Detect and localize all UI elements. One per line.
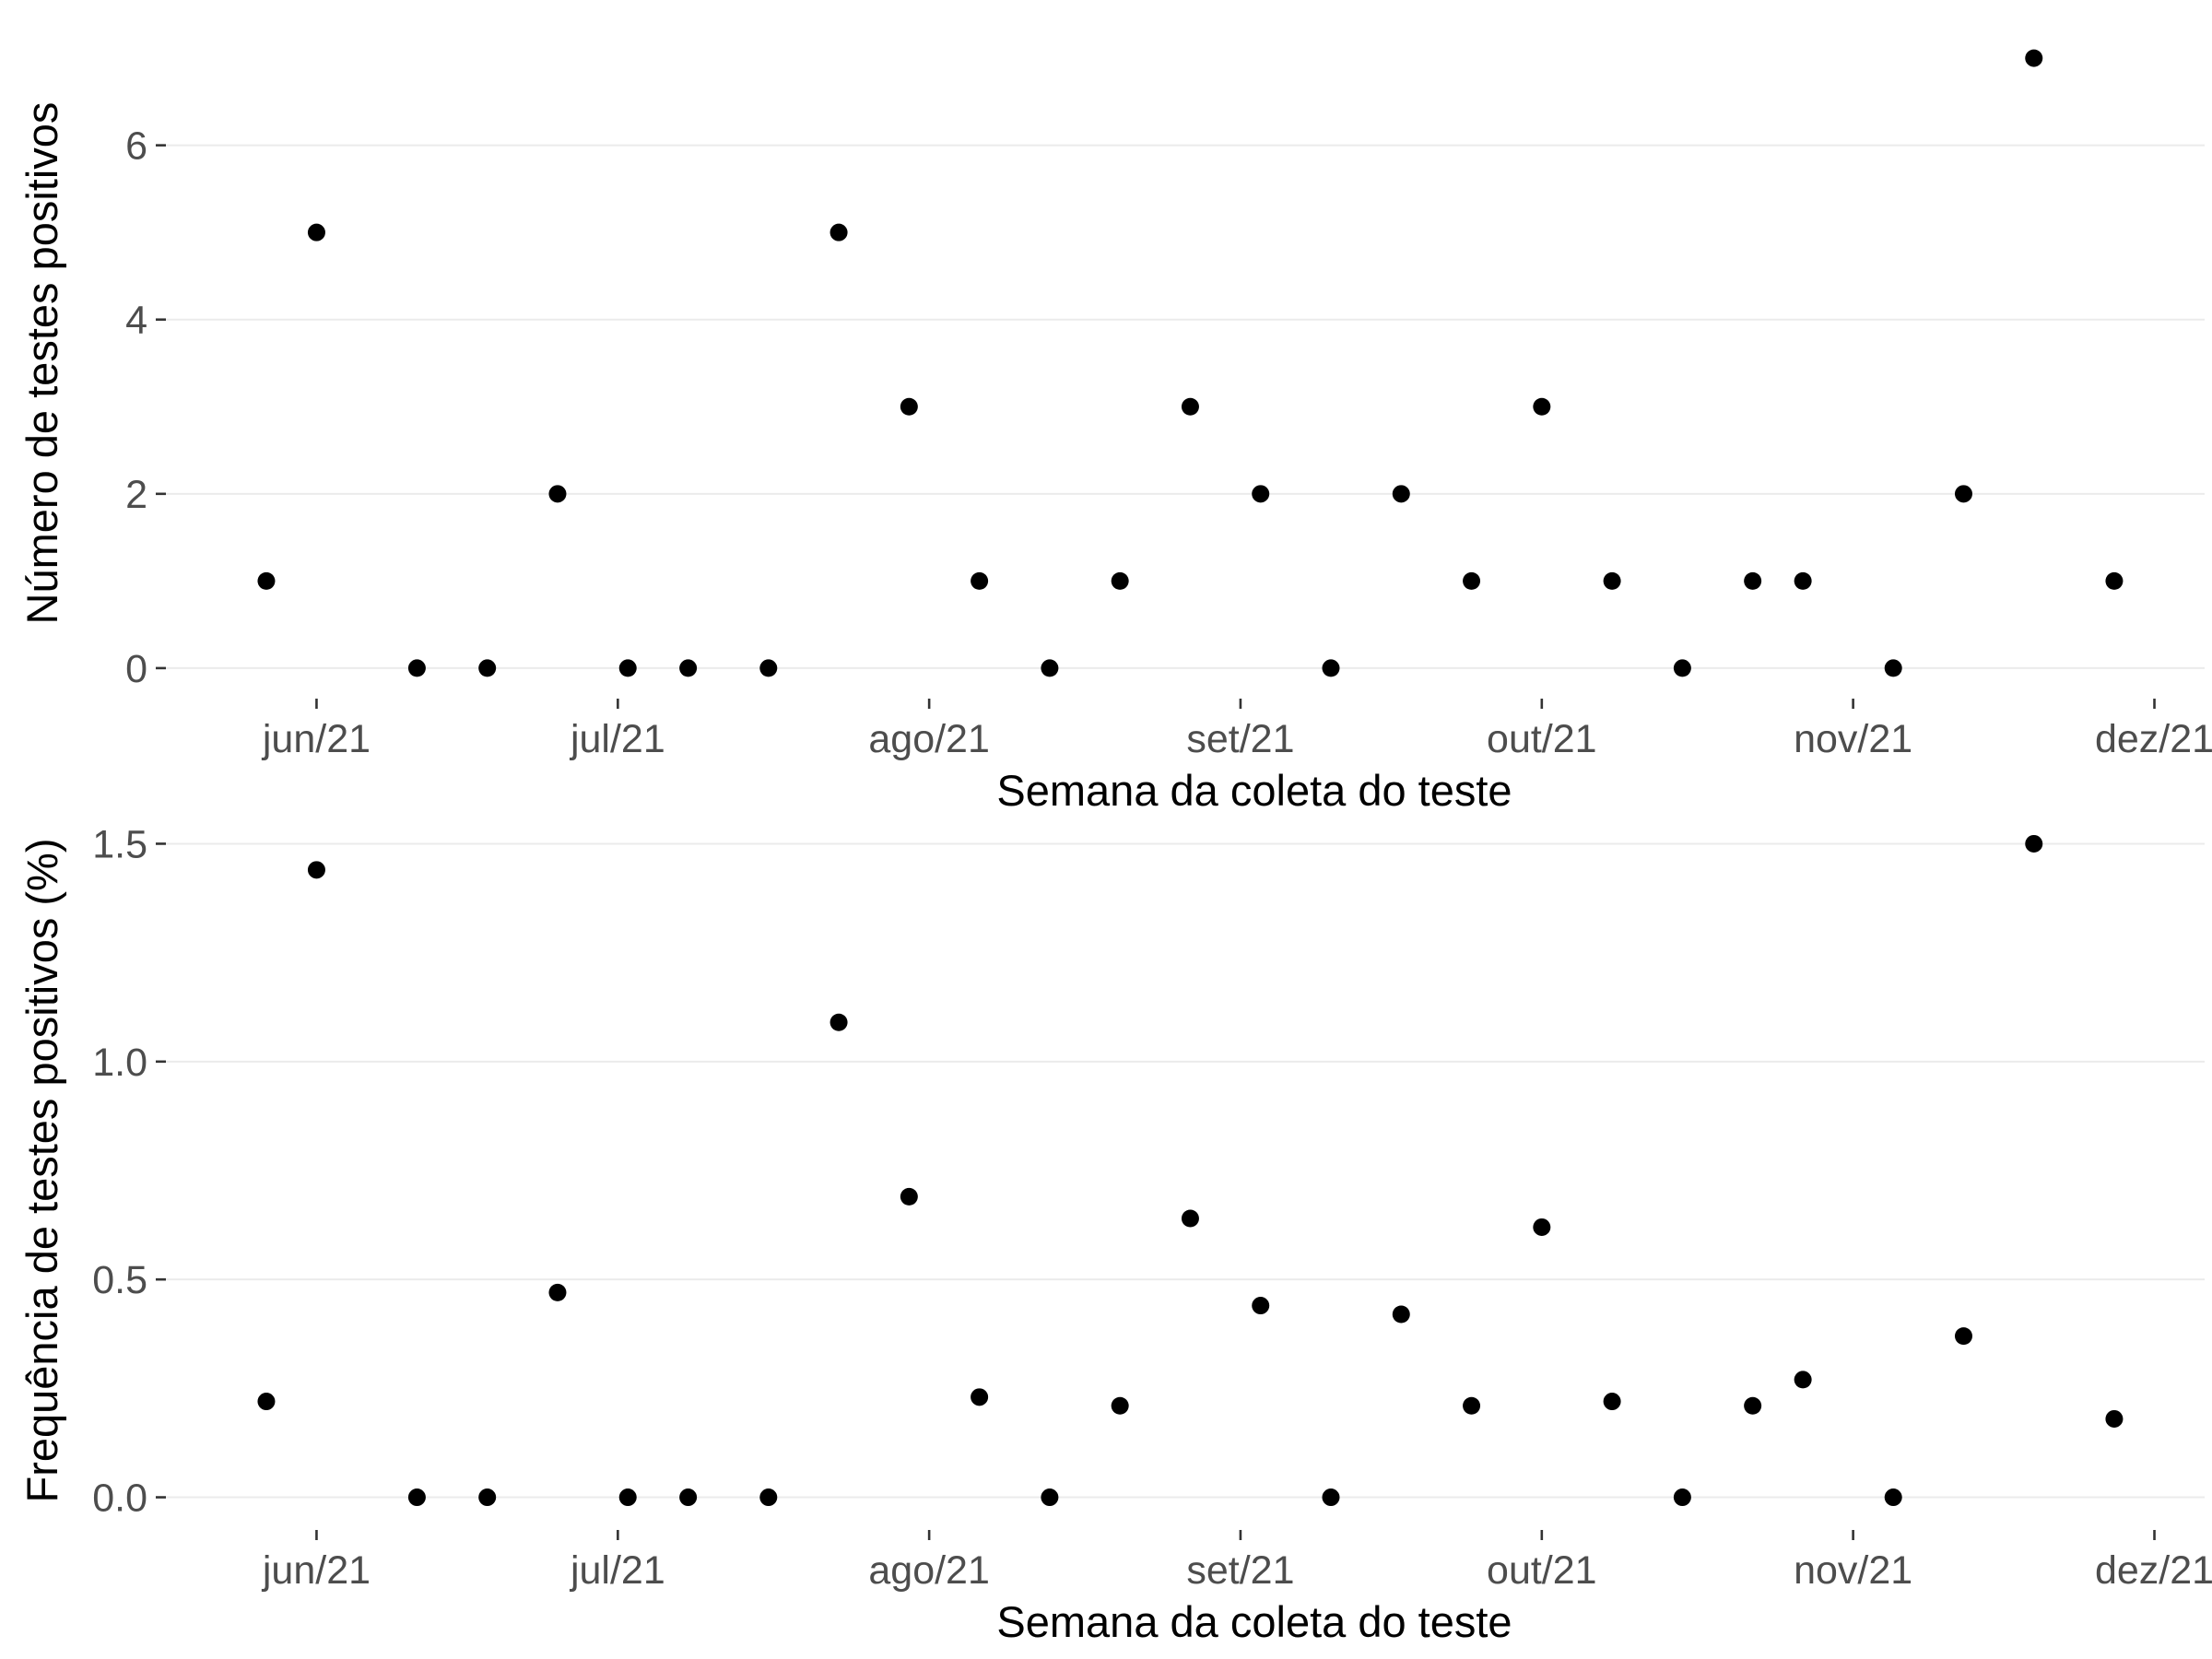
data-point bbox=[679, 1488, 698, 1507]
data-point bbox=[1533, 1218, 1551, 1236]
data-point bbox=[971, 1388, 989, 1406]
count-panel: 0 2 4 6 jun/21 jul/21 ago/21 set/21 out/21 nov/21… bbox=[18, 49, 2212, 815]
data-point bbox=[1181, 397, 1199, 416]
y-tick-label: 0.5 bbox=[92, 1258, 147, 1302]
data-point bbox=[1111, 1396, 1129, 1415]
data-point bbox=[1744, 571, 1762, 590]
data-point bbox=[900, 1187, 918, 1206]
data-point bbox=[2025, 834, 2043, 853]
data-point bbox=[830, 1013, 848, 1031]
x-tick-label: ago/21 bbox=[868, 1548, 990, 1593]
y-axis-title: Número de testes positivos bbox=[18, 102, 66, 625]
x-tick-label: out/21 bbox=[1487, 717, 1597, 761]
data-point bbox=[1673, 1488, 1691, 1507]
data-point bbox=[548, 1283, 567, 1301]
x-tick-label: set/21 bbox=[1186, 1548, 1294, 1593]
data-point bbox=[618, 1488, 637, 1507]
data-point bbox=[407, 1488, 426, 1507]
data-point bbox=[1884, 659, 1902, 677]
data-point bbox=[548, 485, 567, 503]
data-point bbox=[2105, 571, 2124, 590]
data-point bbox=[1884, 1488, 1902, 1507]
data-point bbox=[1463, 571, 1481, 590]
y-tick-label: 1.5 bbox=[92, 822, 147, 866]
data-point bbox=[307, 861, 325, 879]
x-tick-label: dez/21 bbox=[2095, 1548, 2212, 1593]
y-tick-label: 4 bbox=[125, 299, 147, 343]
data-point bbox=[679, 659, 698, 677]
data-point bbox=[1392, 485, 1410, 503]
data-point bbox=[830, 223, 848, 241]
y-tick-label: 1.0 bbox=[92, 1041, 147, 1085]
data-point bbox=[759, 1488, 778, 1507]
data-point bbox=[618, 659, 637, 677]
x-tick-label: jul/21 bbox=[569, 717, 665, 761]
data-point bbox=[1673, 659, 1691, 677]
y-tick-label: 0 bbox=[125, 647, 147, 691]
data-point bbox=[1954, 1327, 1972, 1346]
data-point bbox=[900, 397, 918, 416]
data-point bbox=[2105, 1409, 2124, 1428]
data-point bbox=[1041, 659, 1059, 677]
data-point bbox=[478, 659, 497, 677]
data-point bbox=[1603, 1393, 1621, 1411]
x-tick-label: jun/21 bbox=[261, 717, 371, 761]
data-point bbox=[1463, 1396, 1481, 1415]
y-tick-label: 0.0 bbox=[92, 1477, 147, 1521]
x-tick-label: jun/21 bbox=[261, 1548, 371, 1593]
data-point bbox=[1744, 1396, 1762, 1415]
data-point bbox=[2025, 49, 2043, 67]
data-point bbox=[478, 1488, 497, 1507]
x-axis-title: Semana da coleta do teste bbox=[996, 766, 1512, 815]
data-point bbox=[307, 223, 325, 241]
data-point bbox=[971, 571, 989, 590]
data-point bbox=[1794, 1371, 1812, 1389]
data-point bbox=[257, 1393, 276, 1411]
x-tick-label: out/21 bbox=[1487, 1548, 1597, 1593]
x-tick-label: nov/21 bbox=[1794, 717, 1912, 761]
x-tick-label: dez/21 bbox=[2095, 717, 2212, 761]
data-point bbox=[1322, 659, 1340, 677]
x-axis-title: Semana da coleta do teste bbox=[996, 1597, 1512, 1646]
data-point bbox=[1603, 571, 1621, 590]
data-point bbox=[1181, 1209, 1199, 1228]
x-tick-label: nov/21 bbox=[1794, 1548, 1912, 1593]
data-point bbox=[1533, 397, 1551, 416]
data-point bbox=[257, 571, 276, 590]
data-point bbox=[1322, 1488, 1340, 1507]
data-point bbox=[1252, 485, 1270, 503]
y-axis-title: Frequência de testes positivos (%) bbox=[18, 839, 66, 1503]
data-point bbox=[1954, 485, 1972, 503]
data-point bbox=[407, 659, 426, 677]
x-tick-label: ago/21 bbox=[868, 717, 990, 761]
x-tick-label: jul/21 bbox=[569, 1548, 665, 1593]
y-tick-label: 6 bbox=[125, 124, 147, 169]
data-point bbox=[1794, 571, 1812, 590]
data-point bbox=[1252, 1297, 1270, 1315]
frequency-panel: 0.0 0.5 1.0 1.5 jun/21 jul/21 ago/21 set/21 out/… bbox=[18, 822, 2212, 1646]
data-point bbox=[759, 659, 778, 677]
data-point bbox=[1392, 1305, 1410, 1324]
y-tick-label: 2 bbox=[125, 473, 147, 517]
x-tick-label: set/21 bbox=[1186, 717, 1294, 761]
data-point bbox=[1111, 571, 1129, 590]
data-point bbox=[1041, 1488, 1059, 1507]
